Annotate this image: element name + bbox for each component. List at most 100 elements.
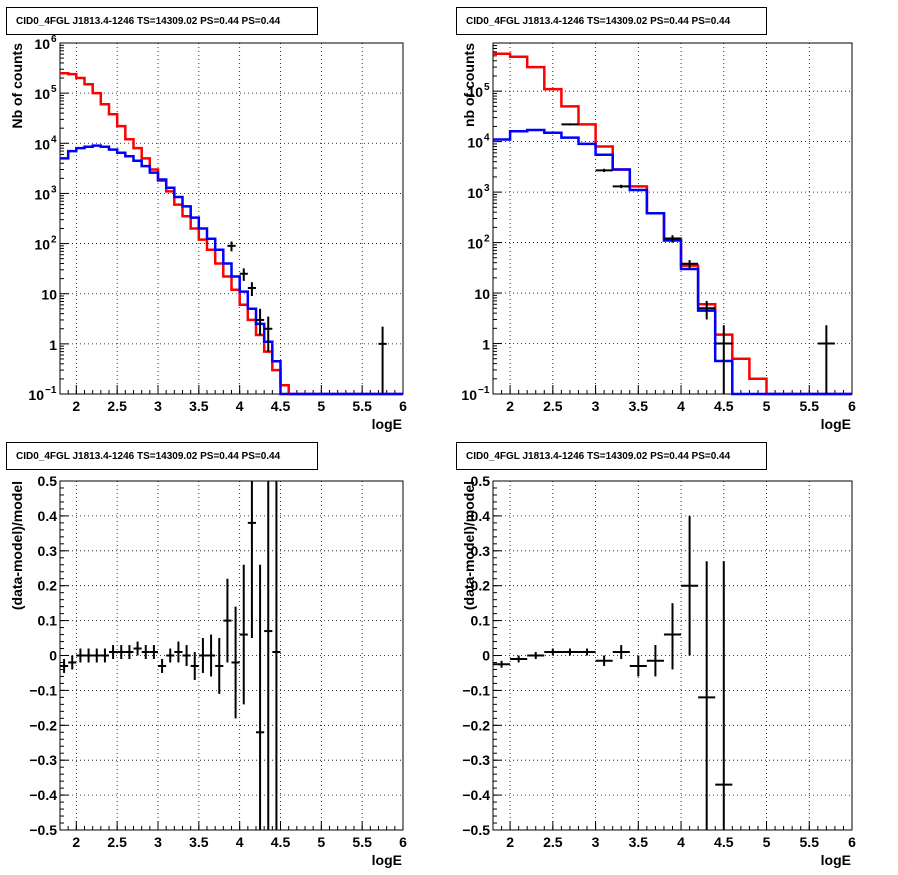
y-tick-label: −0.4 xyxy=(29,787,57,803)
data-point xyxy=(158,658,167,673)
y-tick-label: 10 xyxy=(34,86,50,102)
x-tick-label: 2.5 xyxy=(543,398,563,414)
y-tick-label: −0.3 xyxy=(29,752,57,768)
grid xyxy=(493,43,852,394)
data-point xyxy=(595,168,613,173)
y-axis-label: (data-model)/model xyxy=(461,481,477,610)
chart-title: CID0_4FGL J1813.4-1246 TS=14309.02 PS=0.… xyxy=(466,16,731,27)
y-tick-label: 0.5 xyxy=(471,473,491,489)
data-point xyxy=(92,648,101,663)
data-point xyxy=(663,603,682,670)
y-tick-label: 0.2 xyxy=(471,578,491,594)
x-tick-label: 6 xyxy=(848,398,856,414)
x-tick-label: 4 xyxy=(677,834,685,850)
x-axis-label: logE xyxy=(372,852,402,868)
data-point xyxy=(239,268,248,281)
data-point xyxy=(231,606,240,719)
data-point xyxy=(510,655,528,663)
y-tick-label: 10 xyxy=(467,185,483,201)
title-box xyxy=(456,442,767,470)
y-tick-exponent: −1 xyxy=(45,385,57,396)
x-tick-label: 2 xyxy=(506,398,514,414)
x-tick-label: 5.5 xyxy=(352,834,372,850)
data-point xyxy=(190,652,199,680)
data-point xyxy=(239,564,248,705)
data-point xyxy=(272,481,281,830)
y-tick-exponent: 5 xyxy=(484,82,490,93)
y-tick-label: 0.2 xyxy=(38,578,58,594)
x-tick-label: 2 xyxy=(72,398,80,414)
x-tick-label: 2 xyxy=(506,834,514,850)
y-tick-label: 10 xyxy=(467,135,483,151)
x-tick-label: 3 xyxy=(592,834,600,850)
data-point xyxy=(84,648,93,663)
x-tick-label: 4 xyxy=(236,834,244,850)
x-tick-label: 3 xyxy=(592,398,600,414)
chart-title: CID0_4FGL J1813.4-1246 TS=14309.02 PS=0.… xyxy=(466,451,731,462)
data-point xyxy=(715,325,733,394)
chart-title: CID0_4FGL J1813.4-1246 TS=14309.02 PS=0.… xyxy=(16,451,281,462)
data-point xyxy=(629,655,647,677)
x-tick-label: 5.5 xyxy=(352,398,372,414)
data-point xyxy=(149,645,158,659)
data-point xyxy=(166,648,175,663)
data-point xyxy=(125,645,134,659)
y-tick-label: −0.1 xyxy=(462,682,490,698)
data-point xyxy=(612,645,630,659)
plot-frame xyxy=(492,42,853,395)
data-point xyxy=(182,645,191,666)
grid xyxy=(60,481,403,830)
x-tick-label: 2.5 xyxy=(543,834,563,850)
title-box xyxy=(6,442,318,470)
y-tick-label: 0.1 xyxy=(38,613,58,629)
y-tick-exponent: 3 xyxy=(51,184,57,195)
y-tick-label: 10 xyxy=(28,387,44,403)
y-tick-exponent: 4 xyxy=(484,133,490,144)
x-tick-label: 5 xyxy=(763,834,771,850)
x-tick-label: 4.5 xyxy=(271,834,291,850)
y-tick-label: 0.5 xyxy=(38,473,58,489)
x-tick-label: 4 xyxy=(677,398,685,414)
x-axis-label: logE xyxy=(821,416,851,432)
x-tick-label: 3.5 xyxy=(629,398,649,414)
data-point xyxy=(544,648,562,656)
x-tick-label: 2.5 xyxy=(107,398,127,414)
data-point xyxy=(247,282,256,297)
series-data-points xyxy=(60,481,281,830)
data-point xyxy=(715,561,733,830)
data-point xyxy=(215,638,224,694)
y-tick-label: 10 xyxy=(41,287,57,303)
y-tick-label: −0.4 xyxy=(462,787,490,803)
data-point xyxy=(256,564,265,830)
series-step-1 xyxy=(493,52,852,396)
x-tick-label: 5 xyxy=(317,398,325,414)
series-step-2 xyxy=(60,144,403,396)
x-tick-label: 2 xyxy=(72,834,80,850)
y-tick-exponent: 5 xyxy=(51,84,57,95)
y-tick-label: 1 xyxy=(482,337,490,353)
data-point xyxy=(681,515,699,656)
y-tick-exponent: 2 xyxy=(51,235,57,246)
y-axis-label: (data-model)/model xyxy=(9,481,25,610)
x-tick-label: 4.5 xyxy=(271,398,291,414)
data-point xyxy=(227,241,236,252)
y-tick-exponent: 2 xyxy=(484,234,490,245)
data-point xyxy=(68,655,77,670)
grid xyxy=(60,43,403,394)
data-point xyxy=(100,648,109,663)
y-tick-label: 0.4 xyxy=(471,508,491,524)
data-point xyxy=(198,638,207,673)
y-tick-exponent: 4 xyxy=(51,134,57,145)
y-tick-label: 0.4 xyxy=(38,508,58,524)
x-tick-label: 5 xyxy=(763,398,771,414)
data-point xyxy=(223,578,232,663)
y-tick-label: 10 xyxy=(474,286,490,302)
data-point xyxy=(493,660,511,668)
x-tick-label: 5.5 xyxy=(800,398,820,414)
y-tick-label: 0.1 xyxy=(471,613,491,629)
y-tick-label: 0 xyxy=(482,648,490,664)
x-tick-label: 4.5 xyxy=(714,834,734,850)
y-tick-label: 10 xyxy=(467,236,483,252)
x-tick-label: 5 xyxy=(317,834,325,850)
data-point xyxy=(817,325,835,394)
